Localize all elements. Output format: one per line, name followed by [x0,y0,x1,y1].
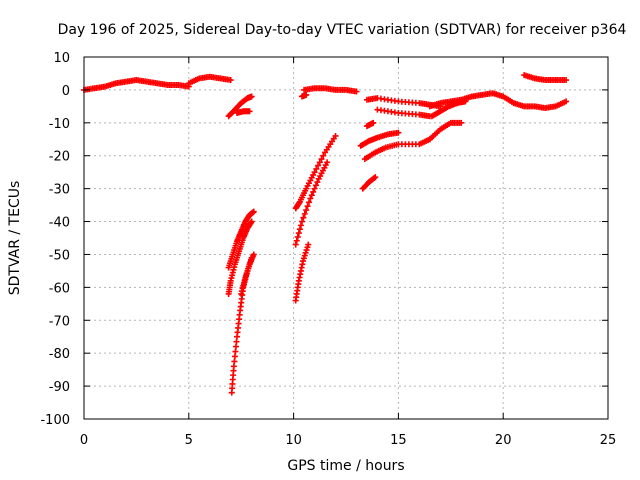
data-point [294,233,301,240]
data-point [250,208,257,215]
data-point [307,195,314,202]
data-point [303,91,310,98]
x-tick-label: 0 [80,433,88,448]
x-tick-label: 20 [495,433,512,448]
series-arc22 [428,98,469,120]
data-point [316,159,323,166]
y-tick-label: 0 [62,84,70,99]
series-arc10 [292,159,331,248]
data-point [314,179,321,186]
data-point [324,159,331,166]
series-arc8 [238,251,257,297]
y-tick-label: -100 [40,413,70,428]
series-arc3 [225,93,255,120]
series-arc6 [225,218,255,297]
data-point [311,169,318,176]
series-arc2 [185,73,234,87]
series-arc16 [359,174,379,192]
plot-frame [83,56,609,420]
data-point [305,241,312,248]
series-arc4 [234,108,253,116]
data-point [371,174,378,181]
data-point [296,226,303,233]
y-tick-label: -80 [49,347,70,362]
data-point [248,93,255,100]
series-arc17 [363,119,377,130]
data-point [462,98,469,105]
data-point [250,251,257,258]
x-tick-label: 15 [390,433,407,448]
series-arc11 [292,241,312,304]
data-point [313,165,320,172]
y-tick-label: -30 [49,183,70,198]
data-point [227,77,234,84]
data-point [295,230,302,237]
y-tick-label: -50 [49,248,70,263]
data-point [563,98,570,105]
data-point [372,174,379,181]
data-point [292,241,299,248]
grid-lines [84,57,608,419]
data-point [310,188,317,195]
series-arc18 [361,136,433,163]
series-arc12 [301,85,360,95]
data-point [303,207,310,214]
x-tick-label: 5 [185,433,193,448]
data-point [332,132,339,139]
series-arc13 [298,91,310,100]
y-tick-label: 10 [53,51,70,66]
y-tick-label: -90 [49,380,70,395]
data-point [301,210,308,217]
data-point [298,218,305,225]
data-point [315,162,322,169]
y-tick-label: -60 [49,281,70,296]
y-axis-label: SDTVAR / TECUs [7,181,23,296]
data-point [458,119,465,126]
data-point [370,119,377,126]
data-point [395,129,402,136]
data-point [248,218,255,225]
data-point [312,182,319,189]
chart-title: Day 196 of 2025, Sidereal Day-to-day VTE… [58,22,627,38]
data-point [293,237,300,244]
data-point [318,156,325,163]
series-arc23 [521,72,570,84]
data-point [308,192,315,199]
series-arc15 [357,129,402,149]
data-point [304,203,311,210]
x-tick-label: 10 [285,433,302,448]
data-point [311,185,318,192]
x-axis-label: GPS time / hours [287,458,404,474]
series-arc9 [292,132,339,212]
data-point [300,214,307,221]
data-points [81,72,570,396]
data-point [297,222,304,229]
axis-ticks: 0 5 10 15 20 25 10 0 -10 -20 -30 -40 -50 -60 -70 -80 -90… [40,51,616,448]
series-arc5 [225,208,257,271]
data-point [563,77,570,84]
series-arc20 [374,106,433,120]
y-tick-label: -10 [49,117,70,132]
y-tick-label: -70 [49,314,70,329]
series-arc21 [426,90,570,112]
data-point [305,199,312,206]
data-point [320,152,327,159]
y-tick-label: -40 [49,216,70,231]
x-tick-label: 25 [600,433,617,448]
y-tick-label: -20 [49,150,70,165]
data-point [246,108,253,115]
data-point [353,88,360,95]
series-arc1 [81,77,192,93]
series-arc19 [426,119,465,143]
